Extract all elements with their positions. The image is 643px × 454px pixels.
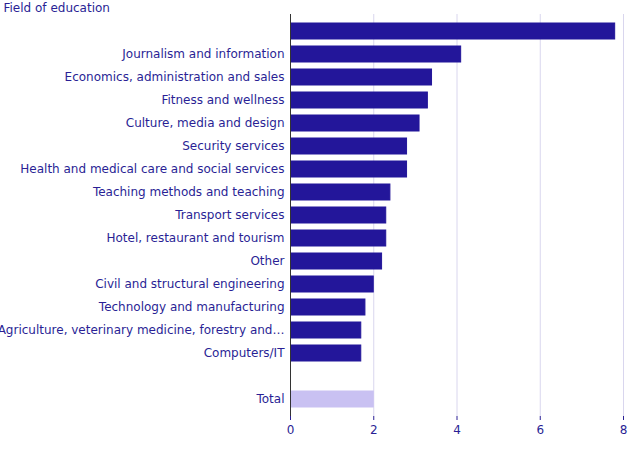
svg-text:Other: Other (250, 254, 284, 268)
svg-text:Culture, media and design: Culture, media and design (126, 116, 285, 130)
svg-text:Fitness and wellness: Fitness and wellness (161, 93, 284, 107)
svg-text:Technology and manufacturing: Technology and manufacturing (98, 300, 285, 314)
svg-text:Agriculture, veterinary medici: Agriculture, veterinary medicine, forest… (0, 323, 285, 337)
svg-text:Computers/IT: Computers/IT (204, 346, 285, 360)
svg-text:Economics, administration and: Economics, administration and sales (65, 70, 285, 84)
svg-text:Security services: Security services (182, 139, 284, 153)
svg-text:Hotel, restaurant and tourism: Hotel, restaurant and tourism (106, 231, 284, 245)
svg-text:Field of education: Field of education (4, 1, 110, 15)
svg-text:8: 8 (620, 423, 628, 437)
svg-text:Health and medical care and so: Health and medical care and social servi… (20, 162, 284, 176)
svg-text:2: 2 (370, 423, 378, 437)
svg-text:Total: Total (255, 392, 284, 406)
svg-text:Civil and structural engineeri: Civil and structural engineering (95, 277, 284, 291)
svg-text:Transport services: Transport services (174, 208, 284, 222)
svg-text:6: 6 (536, 423, 544, 437)
svg-text:0: 0 (287, 423, 295, 437)
svg-text:Journalism and information: Journalism and information (121, 47, 284, 61)
svg-text:Teaching methods and teaching: Teaching methods and teaching (92, 185, 285, 199)
svg-text:4: 4 (453, 423, 461, 437)
